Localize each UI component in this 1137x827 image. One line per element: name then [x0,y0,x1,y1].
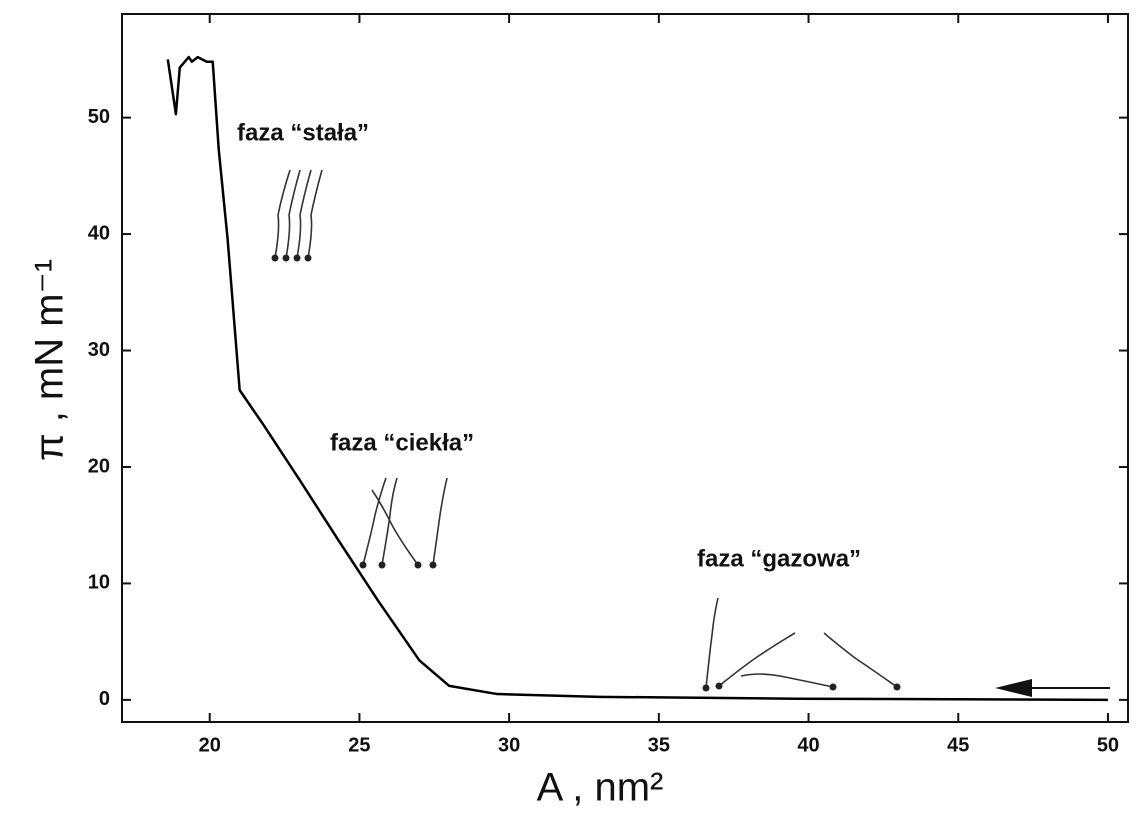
x-tick-label: 50 [1097,734,1119,756]
y-axis-label: π , mN m⁻¹ [28,259,72,461]
plot-frame [121,13,1129,723]
x-tick-label: 35 [648,734,670,756]
x-tick-label: 40 [797,734,819,756]
x-tick-label: 25 [348,734,370,756]
x-axis-label: A , nm² [537,766,664,810]
phase-annotation: faza “stała” [237,119,369,146]
isotherm-line [166,55,1108,702]
y-tick-label: 40 [88,222,110,244]
direction-arrow [995,679,1110,697]
x-tick-label: 20 [199,734,221,756]
y-tick-label: 30 [88,339,110,361]
y-tick-label: 10 [88,572,110,594]
phase-annotation: faza “gazowa” [697,545,861,572]
x-tick-label: 45 [947,734,969,756]
y-tick-label: 50 [88,106,110,128]
y-tick-label: 20 [88,455,110,477]
x-tick-label: 30 [498,734,520,756]
y-tick-label: 0 [99,688,110,710]
molecule-icons [271,169,901,692]
phase-annotation: faza “ciekła” [330,429,474,456]
